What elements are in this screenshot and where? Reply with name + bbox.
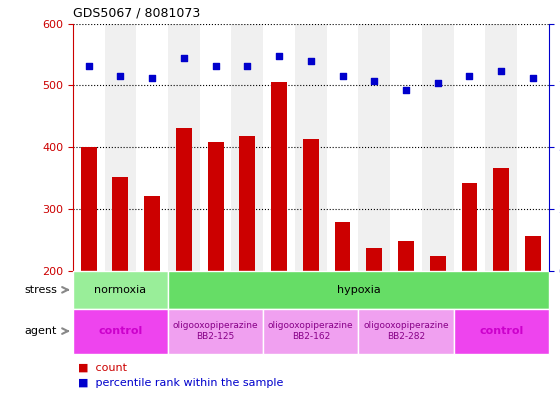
Text: normoxia: normoxia <box>94 285 147 295</box>
Bar <box>168 271 549 309</box>
Bar <box>334 222 351 271</box>
Bar <box>73 271 168 309</box>
Text: oligooxopiperazine
BB2-125: oligooxopiperazine BB2-125 <box>173 321 258 341</box>
Point <box>306 57 315 64</box>
Bar <box>144 196 160 271</box>
Point <box>497 68 506 74</box>
Bar <box>454 24 486 271</box>
Bar <box>113 177 128 271</box>
Bar <box>517 24 549 271</box>
Text: stress: stress <box>24 285 57 295</box>
Point <box>370 77 379 84</box>
Point <box>211 62 220 69</box>
Point <box>465 72 474 79</box>
Text: agent: agent <box>25 326 57 336</box>
Bar <box>303 140 319 271</box>
Bar <box>398 241 414 271</box>
Point <box>243 62 252 69</box>
Bar <box>168 24 200 271</box>
Bar <box>358 309 454 354</box>
Bar <box>295 24 326 271</box>
Bar <box>239 136 255 271</box>
Text: ■  percentile rank within the sample: ■ percentile rank within the sample <box>78 378 284 388</box>
Bar <box>168 309 263 354</box>
Bar <box>366 248 382 271</box>
Bar <box>390 24 422 271</box>
Point <box>148 75 157 81</box>
Bar <box>176 128 192 271</box>
Text: GDS5067 / 8081073: GDS5067 / 8081073 <box>73 7 200 20</box>
Point <box>116 72 125 79</box>
Bar <box>208 142 223 271</box>
Bar <box>525 236 541 271</box>
Bar <box>73 309 168 354</box>
Point <box>529 75 538 81</box>
Point <box>274 53 283 59</box>
Text: oligooxopiperazine
BB2-282: oligooxopiperazine BB2-282 <box>363 321 449 341</box>
Bar <box>263 24 295 271</box>
Text: ■  count: ■ count <box>78 362 128 373</box>
Bar <box>358 24 390 271</box>
Bar <box>263 309 358 354</box>
Bar <box>136 24 168 271</box>
Bar <box>105 24 136 271</box>
Bar <box>231 24 263 271</box>
Bar <box>200 24 231 271</box>
Text: oligooxopiperazine
BB2-162: oligooxopiperazine BB2-162 <box>268 321 353 341</box>
Bar <box>454 309 549 354</box>
Bar <box>493 168 509 271</box>
Bar <box>81 147 96 271</box>
Point <box>179 55 188 61</box>
Bar <box>271 83 287 271</box>
Bar <box>326 24 358 271</box>
Bar <box>430 256 446 271</box>
Bar <box>422 24 454 271</box>
Text: control: control <box>479 326 524 336</box>
Point <box>84 62 93 69</box>
Point <box>338 72 347 79</box>
Bar <box>486 24 517 271</box>
Point <box>402 87 410 94</box>
Text: control: control <box>98 326 143 336</box>
Bar <box>461 183 477 271</box>
Bar <box>73 24 105 271</box>
Text: hypoxia: hypoxia <box>337 285 380 295</box>
Point <box>433 80 442 86</box>
